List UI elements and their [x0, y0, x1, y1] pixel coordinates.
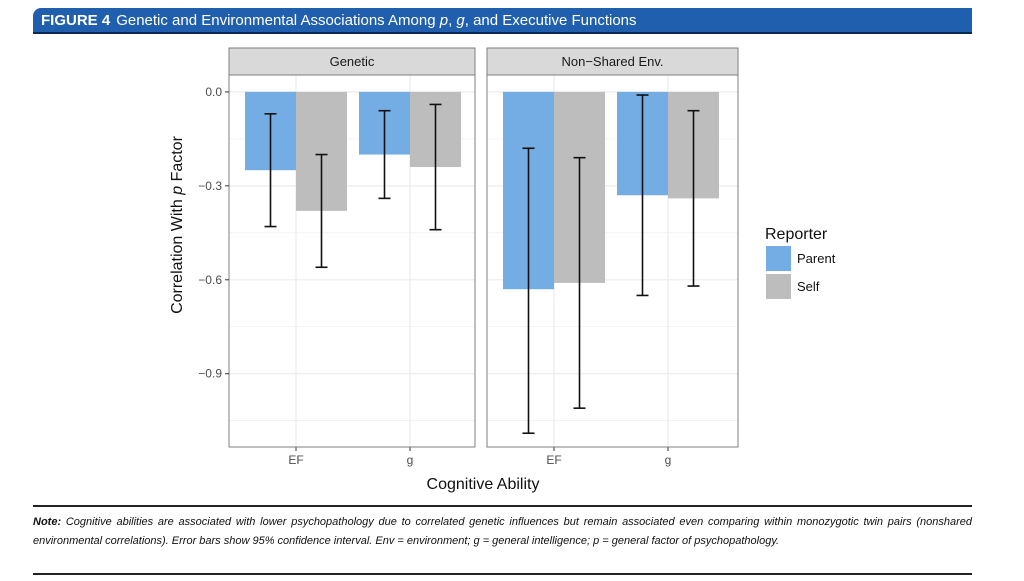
facet-label: Genetic	[330, 54, 375, 69]
x-tick-label: EF	[288, 453, 303, 467]
facet-label: Non−Shared Env.	[561, 54, 663, 69]
panel-border	[228, 74, 476, 448]
legend-label: Self	[797, 279, 820, 294]
title-part: p	[439, 12, 449, 29]
figure-title-banner: FIGURE 4 Genetic and Environmental Associ…	[33, 8, 972, 34]
title-part: Genetic and Environmental Associations A…	[116, 12, 440, 29]
note-bottom-rule	[33, 573, 972, 575]
note-top-rule	[33, 505, 972, 507]
bar-chart: Genetic EF g Non−Shared Env. EF g 0.0 −0.3 −0.6 −…	[169, 47, 836, 493]
y-tick-label: 0.0	[205, 85, 222, 99]
x-axis-title: Cognitive Ability	[427, 476, 540, 493]
y-tick-label: −0.9	[198, 367, 222, 381]
title-part: g	[456, 12, 465, 29]
x-tick-label: g	[407, 453, 414, 467]
figure-label: FIGURE 4	[41, 12, 111, 29]
legend-title: Reporter	[765, 226, 828, 243]
y-axis-title: Correlation With p Factor	[169, 135, 186, 314]
y-axis-title-part: Factor	[169, 135, 186, 185]
y-axis-title-part: Correlation With	[169, 195, 186, 314]
title-part: ,	[448, 12, 457, 29]
figure-note: Note: Cognitive abilities are associated…	[33, 513, 972, 551]
legend-swatch-self	[766, 274, 791, 299]
y-tick-label: −0.6	[198, 273, 222, 287]
x-tick-label: g	[665, 453, 672, 467]
y-axis-title-part: p	[169, 186, 186, 196]
title-part: , and Executive Functions	[464, 12, 637, 29]
facet-strip	[486, 47, 739, 76]
panel-border	[486, 74, 739, 448]
legend-swatch-parent	[766, 246, 791, 271]
y-tick-label: −0.3	[198, 179, 222, 193]
x-tick-label: EF	[546, 453, 561, 467]
note-text: Cognitive abilities are associated with …	[33, 516, 972, 547]
legend-label: Parent	[797, 251, 836, 266]
note-label: Note:	[33, 516, 62, 528]
